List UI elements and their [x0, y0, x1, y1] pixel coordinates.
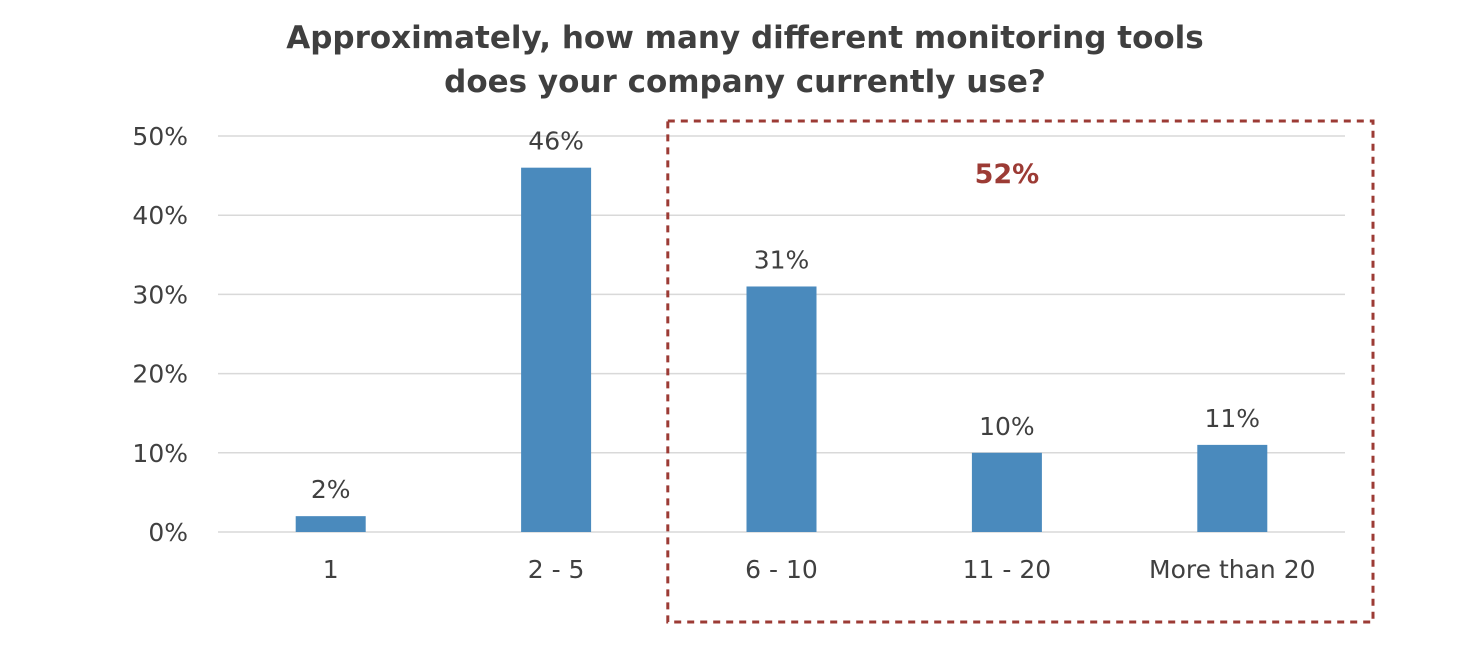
- chart-title-line-2: does your company currently use?: [444, 64, 1046, 100]
- y-tick-label-50: 50%: [132, 122, 188, 151]
- data-labels: 2% 46% 31% 10% 11%: [311, 127, 1260, 504]
- x-tick-label-5: More than 20: [1149, 555, 1316, 584]
- bars: [295, 167, 1268, 532]
- y-axis-tick-labels: 0% 10% 20% 30% 40% 50%: [132, 122, 188, 547]
- bar-2: [521, 167, 592, 532]
- chart-title: Approximately, how many different monito…: [286, 20, 1204, 100]
- y-tick-label-30: 30%: [132, 280, 188, 309]
- x-tick-label-3: 6 - 10: [745, 555, 818, 584]
- y-tick-label-10: 10%: [132, 439, 188, 468]
- bar-3: [746, 286, 817, 532]
- bar-1: [295, 516, 366, 532]
- chart-title-line-1: Approximately, how many different monito…: [286, 20, 1204, 56]
- bar-5: [1197, 444, 1268, 532]
- x-axis-tick-labels: 1 2 - 5 6 - 10 11 - 20 More than 20: [323, 555, 1316, 584]
- x-tick-label-4: 11 - 20: [963, 555, 1052, 584]
- highlight-annotation: 52%: [666, 119, 1375, 624]
- highlight-box: [666, 119, 1375, 624]
- data-label-2: 46%: [528, 127, 584, 156]
- x-tick-label-1: 1: [323, 555, 339, 584]
- highlight-percentage-label: 52%: [975, 159, 1040, 190]
- y-tick-label-20: 20%: [132, 360, 188, 389]
- data-label-3: 31%: [754, 245, 810, 274]
- y-tick-label-40: 40%: [132, 201, 188, 230]
- data-label-4: 10%: [979, 412, 1035, 441]
- data-label-1: 2%: [311, 475, 351, 504]
- x-tick-label-2: 2 - 5: [528, 555, 585, 584]
- y-tick-label-0: 0%: [148, 518, 188, 547]
- data-label-5: 11%: [1205, 404, 1261, 433]
- bar-4: [971, 452, 1042, 532]
